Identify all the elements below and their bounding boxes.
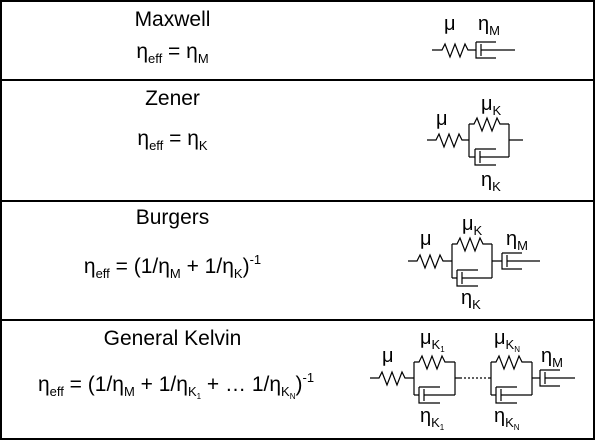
label-eta-kn: ηKN [494,405,520,432]
row-divider [0,79,595,81]
zener-diagram [427,116,523,166]
maxwell-diagram [432,41,515,59]
label-mu: μ [436,108,448,130]
label-eta-m: ηM [541,345,563,370]
model-name-zener: Zener [145,87,200,110]
label-mu: μ [382,345,394,367]
general-kelvin-diagram [370,354,575,404]
label-eta-k: ηK [461,287,481,312]
burgers-dashpot-m [501,252,540,270]
burgers-spring-mu [408,253,450,270]
row-divider [0,200,595,202]
formula-maxwell: ηeff = ηM [136,40,209,66]
table-border-left [0,0,2,440]
zener-spring-mu [427,132,467,149]
label-mu-k: μK [481,93,502,118]
maxwell-spring [432,42,476,59]
gk-dashpot-k1 [414,386,455,404]
label-mu-k: μK [462,213,483,238]
gk-dashpot-kn [491,386,532,404]
label-eta-k1: ηK1 [420,405,445,432]
label-eta-m: ηM [506,228,528,253]
gk-dashpot-m [539,369,575,387]
label-mu-kn: μKN [494,327,520,354]
model-name-maxwell: Maxwell [134,8,211,31]
model-name-general-kelvin: General Kelvin [103,327,242,350]
label-eta-k: ηK [481,169,501,194]
formula-burgers: ηeff = (1/ηM + 1/ηK)-1 [83,252,262,281]
burgers-diagram [408,236,540,287]
label-mu-k1: μK1 [420,327,445,354]
label-eta-m: ηM [478,13,500,38]
model-name-burgers: Burgers [135,206,210,229]
row-divider [0,319,595,321]
burgers-dashpot-k [452,269,492,287]
formula-general-kelvin: ηeff = (1/ηM + 1/ηK1 + … 1/ηKN)-1 [37,370,315,401]
table-border-top [0,0,595,2]
table-border-bottom [0,438,595,440]
table-border-right [593,0,595,440]
zener-dashpot [469,148,509,166]
label-mu: μ [420,228,432,250]
formula-zener: ηeff = ηK [137,127,208,153]
label-mu: μ [444,13,456,35]
maxwell-dashpot [475,41,515,59]
gk-spring-mu [370,370,412,387]
